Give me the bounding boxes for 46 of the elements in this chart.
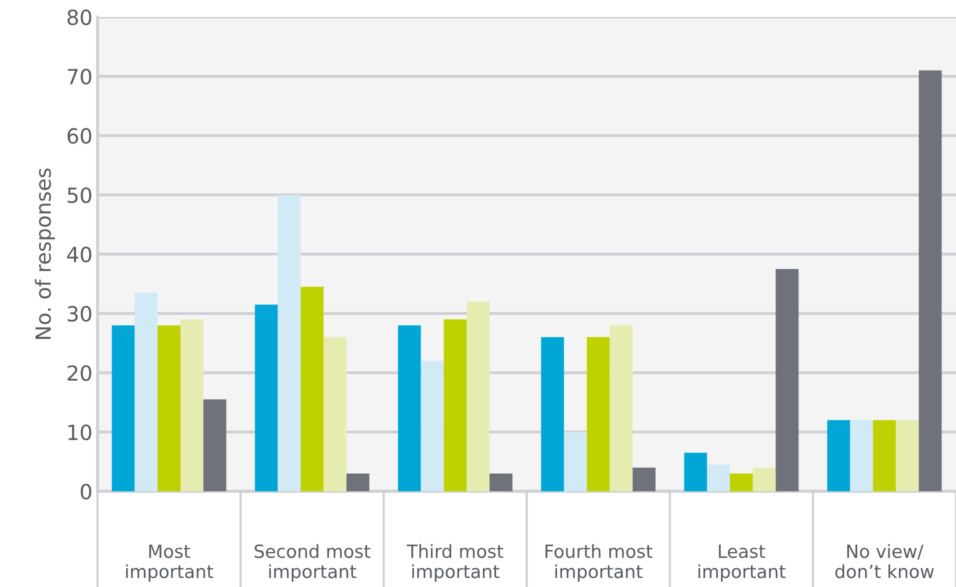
bar xyxy=(730,474,753,492)
bar xyxy=(896,420,919,492)
bar xyxy=(346,474,370,492)
bar xyxy=(203,399,226,492)
x-tick-label: No view/ don’t know xyxy=(835,544,934,578)
bar xyxy=(873,420,896,492)
bar xyxy=(134,292,158,492)
bar xyxy=(278,194,301,492)
bar xyxy=(586,337,610,492)
bar xyxy=(398,325,421,492)
bar xyxy=(444,319,467,492)
y-axis-title: No. of responses xyxy=(34,168,56,339)
bar xyxy=(254,304,278,492)
y-tick-label: 80 xyxy=(68,9,92,26)
bar xyxy=(420,360,444,492)
bar xyxy=(776,268,799,492)
bar xyxy=(632,468,656,492)
y-tick-label: 10 xyxy=(68,424,92,440)
x-tick-label: Second most important xyxy=(254,544,370,582)
bar xyxy=(918,70,942,492)
bar xyxy=(827,420,850,492)
y-tick-label: 40 xyxy=(67,246,92,262)
y-tick-label: 50 xyxy=(68,187,92,204)
bar xyxy=(180,319,204,492)
bar xyxy=(541,337,564,492)
bar xyxy=(610,325,633,492)
bar xyxy=(324,337,346,492)
bar xyxy=(158,325,180,492)
bar xyxy=(850,420,874,492)
bar xyxy=(112,325,135,492)
y-tick-label: 30 xyxy=(68,306,92,322)
bar xyxy=(707,464,730,492)
bar xyxy=(466,302,490,492)
bar xyxy=(752,468,776,492)
x-tick-label: Most important xyxy=(126,544,214,582)
y-tick-label: 20 xyxy=(68,365,92,381)
y-tick-label: 60 xyxy=(68,128,92,144)
x-tick-label: Third most important xyxy=(406,544,504,582)
bar xyxy=(684,452,708,492)
bar xyxy=(490,474,512,492)
x-tick-label: Least important xyxy=(698,544,786,582)
bar xyxy=(300,286,324,492)
y-tick-label: 70 xyxy=(68,68,92,85)
y-tick-label: 0 xyxy=(80,484,92,500)
x-tick-label: Fourth most important xyxy=(546,544,652,582)
bar xyxy=(564,432,587,492)
